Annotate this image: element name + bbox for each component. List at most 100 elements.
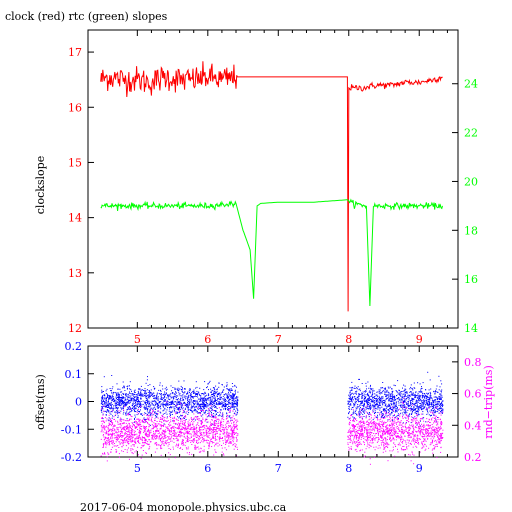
- scatter-point-rnd-trip: [102, 414, 104, 416]
- scatter-point-offset: [111, 408, 113, 409]
- scatter-point-offset: [135, 404, 137, 406]
- scatter-point-rnd-trip: [155, 435, 157, 437]
- scatter-point-offset: [176, 408, 178, 410]
- scatter-point-rnd-trip: [143, 430, 145, 432]
- scatter-point-rnd-trip: [112, 434, 114, 435]
- scatter-point-rnd-trip: [146, 420, 147, 422]
- scatter-point-offset: [135, 401, 137, 403]
- scatter-point-offset: [405, 399, 407, 401]
- scatter-point-rnd-trip: [162, 425, 164, 426]
- scatter-point-rnd-trip: [121, 450, 123, 452]
- scatter-point-rnd-trip: [201, 421, 203, 423]
- scatter-point-offset: [422, 418, 424, 420]
- scatter-point-offset: [159, 411, 161, 413]
- scatter-point-rnd-trip: [235, 423, 237, 425]
- scatter-point-rnd-trip: [172, 435, 174, 437]
- scatter-point-offset: [433, 414, 435, 416]
- scatter-point-rnd-trip: [146, 418, 148, 420]
- scatter-point-offset: [370, 389, 372, 390]
- scatter-point-rnd-trip: [148, 433, 150, 435]
- scatter-point-rnd-trip: [205, 431, 207, 433]
- scatter-point-offset: [178, 407, 180, 409]
- scatter-point-rnd-trip: [216, 418, 218, 420]
- scatter-point-offset: [222, 389, 224, 391]
- scatter-point-offset: [168, 410, 170, 412]
- scatter-point-rnd-trip: [128, 413, 130, 415]
- scatter-point-offset: [146, 398, 148, 400]
- scatter-point-rnd-trip: [106, 418, 108, 420]
- scatter-point-offset: [168, 407, 170, 408]
- scatter-point-offset: [109, 407, 111, 409]
- scatter-point-offset: [228, 408, 230, 409]
- scatter-point-offset: [358, 378, 360, 380]
- scatter-point-rnd-trip: [237, 434, 239, 436]
- scatter-point-rnd-trip: [142, 440, 144, 442]
- scatter-point-offset: [160, 398, 162, 400]
- scatter-point-offset: [147, 400, 148, 402]
- scatter-point-rnd-trip: [220, 425, 221, 427]
- scatter-point-offset: [171, 411, 173, 413]
- scatter-point-rnd-trip: [222, 429, 224, 431]
- scatter-point-offset: [363, 406, 365, 408]
- scatter-point-rnd-trip: [177, 435, 179, 436]
- scatter-point-offset: [134, 405, 136, 407]
- scatter-point-rnd-trip: [158, 430, 160, 431]
- scatter-point-offset: [164, 399, 166, 401]
- scatter-point-offset: [132, 400, 134, 402]
- scatter-point-rnd-trip: [222, 421, 224, 423]
- scatter-point-offset: [226, 384, 228, 386]
- scatter-point-offset: [175, 401, 177, 403]
- scatter-point-rnd-trip: [211, 419, 213, 421]
- scatter-point-rnd-trip: [230, 429, 232, 431]
- scatter-point-rnd-trip: [129, 418, 131, 420]
- scatter-point-offset: [411, 413, 412, 415]
- scatter-point-rnd-trip: [214, 435, 216, 437]
- scatter-point-rnd-trip: [417, 427, 419, 429]
- scatter-point-rnd-trip: [422, 425, 424, 427]
- scatter-point-rnd-trip: [146, 414, 148, 416]
- scatter-point-rnd-trip: [144, 436, 146, 438]
- scatter-point-rnd-trip: [131, 425, 133, 427]
- scatter-point-offset: [155, 412, 157, 414]
- scatter-point-offset: [226, 413, 228, 415]
- scatter-point-offset: [118, 401, 120, 402]
- scatter-point-rnd-trip: [159, 428, 161, 430]
- scatter-point-offset: [206, 406, 208, 408]
- scatter-point-rnd-trip: [211, 424, 213, 426]
- scatter-point-offset: [417, 402, 419, 403]
- scatter-point-rnd-trip: [192, 419, 193, 421]
- scatter-point-offset: [440, 380, 442, 382]
- scatter-point-offset: [385, 408, 387, 410]
- scatter-point-offset: [368, 391, 370, 393]
- scatter-point-rnd-trip: [182, 442, 184, 444]
- scatter-point-rnd-trip: [101, 430, 103, 432]
- scatter-point-offset: [163, 406, 164, 408]
- scatter-point-offset: [105, 393, 107, 395]
- scatter-point-rnd-trip: [167, 420, 169, 422]
- scatter-point-rnd-trip: [142, 425, 144, 427]
- scatter-point-offset: [386, 391, 387, 393]
- scatter-point-rnd-trip: [144, 442, 146, 444]
- scatter-point-offset: [109, 396, 111, 397]
- scatter-point-rnd-trip: [191, 453, 193, 455]
- scatter-point-rnd-trip: [223, 453, 224, 455]
- scatter-point-offset: [421, 395, 423, 397]
- scatter-point-offset: [116, 399, 118, 401]
- scatter-point-rnd-trip: [214, 419, 216, 421]
- scatter-point-offset: [137, 391, 139, 393]
- scatter-point-rnd-trip: [234, 445, 236, 447]
- scatter-point-rnd-trip: [177, 438, 179, 440]
- scatter-point-rnd-trip: [119, 441, 121, 443]
- scatter-point-rnd-trip: [186, 452, 188, 454]
- scatter-point-rnd-trip: [176, 440, 178, 442]
- scatter-point-rnd-trip: [142, 445, 144, 447]
- scatter-point-rnd-trip: [175, 412, 177, 414]
- scatter-point-offset: [385, 411, 387, 413]
- y2-tick-label: 20: [464, 175, 478, 188]
- scatter-point-rnd-trip: [218, 437, 220, 439]
- scatter-point-offset: [195, 395, 197, 397]
- scatter-point-offset: [138, 393, 140, 395]
- scatter-point-rnd-trip: [218, 421, 219, 423]
- scatter-point-rnd-trip: [123, 419, 125, 421]
- scatter-point-offset: [178, 404, 180, 405]
